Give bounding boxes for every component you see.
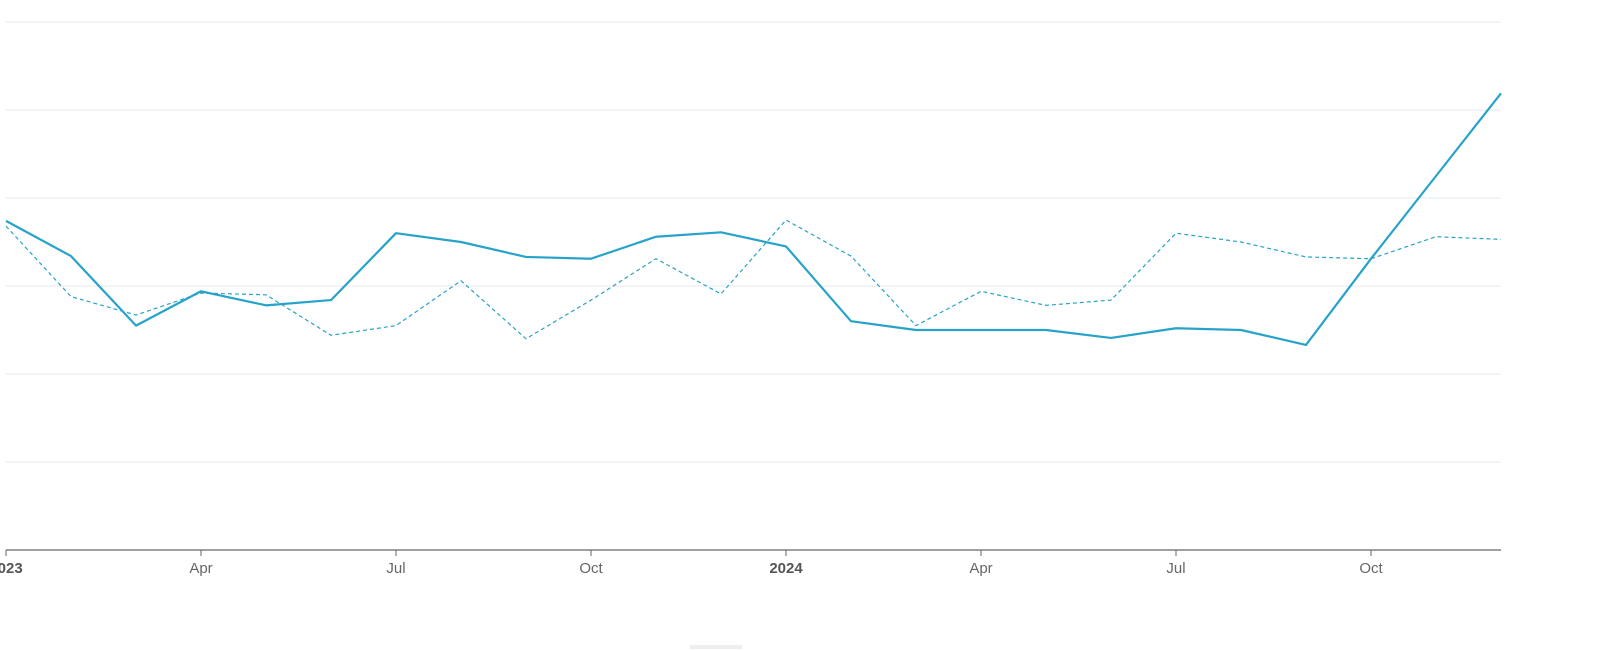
x-tick-label: 2023	[0, 560, 23, 577]
series-line	[5, 219, 1502, 340]
x-tick-label: Apr	[189, 560, 212, 577]
x-tick-label: Jul	[1166, 560, 1185, 577]
x-tick-label: 2024	[769, 560, 803, 577]
x-tick-label: Oct	[1359, 560, 1383, 577]
x-tick-label: Jul	[386, 560, 405, 577]
legend-scroll	[690, 645, 742, 649]
x-tick-label: Oct	[579, 560, 603, 577]
series-line	[5, 92, 1502, 347]
x-tick-label: Apr	[969, 560, 992, 577]
